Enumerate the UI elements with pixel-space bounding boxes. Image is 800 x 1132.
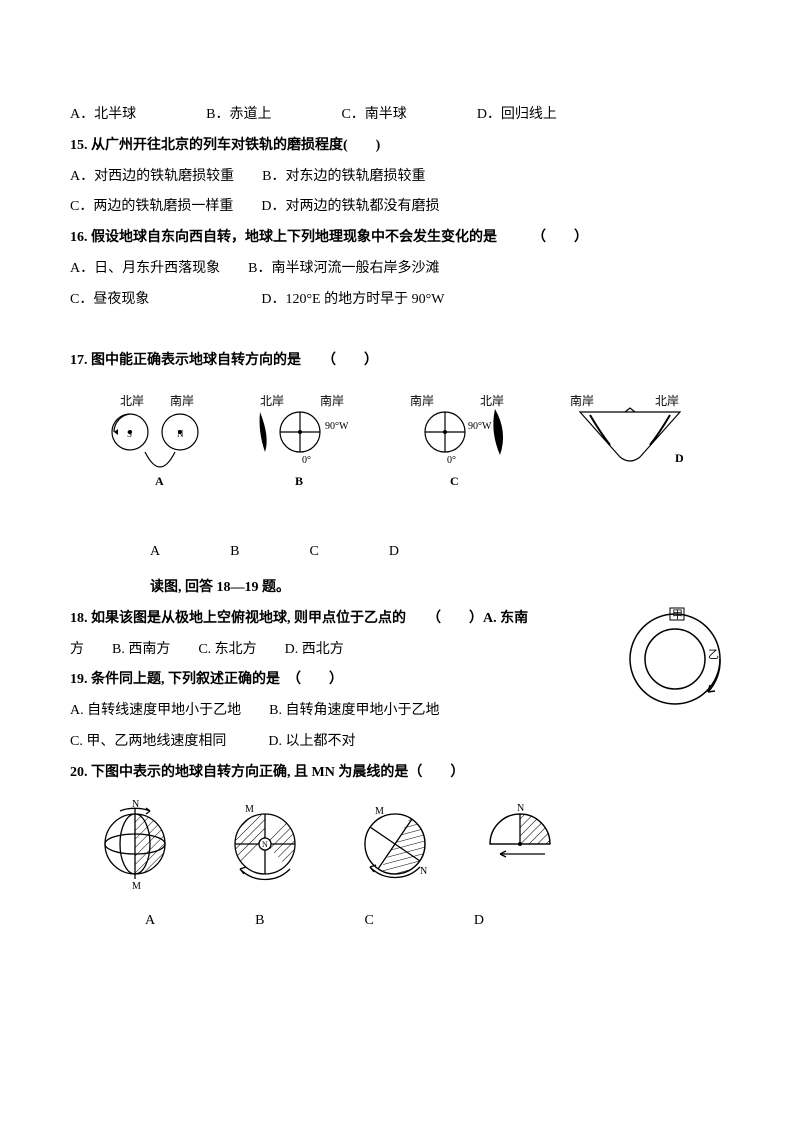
svg-text:甲: 甲 <box>672 609 683 621</box>
q15-opts-ab: A．对西边的铁轨磨损较重 B．对东边的铁轨磨损较重 <box>70 162 730 193</box>
label-sb: 南岸 <box>170 393 194 408</box>
q18-line2: 方 B. 西南方 C. 东北方 D. 西北方 <box>70 635 610 666</box>
svg-text:N: N <box>177 429 184 439</box>
q19-stem: 19. 条件同上题, 下列叙述正确的是 （ ） <box>70 665 610 696</box>
svg-text:南岸: 南岸 <box>410 393 434 408</box>
q17-stem: 17. 图中能正确表示地球自转方向的是 （ ） <box>70 346 730 377</box>
svg-text:M: M <box>245 804 254 815</box>
q17-abcd-row: A B C D <box>150 537 730 568</box>
svg-text:南岸: 南岸 <box>320 393 344 408</box>
svg-text:B: B <box>295 474 303 487</box>
q20-b: B <box>255 906 264 937</box>
svg-text:A: A <box>155 474 164 487</box>
svg-text:M: M <box>132 881 141 889</box>
svg-text:90°W: 90°W <box>325 421 349 432</box>
svg-text:北岸: 北岸 <box>655 394 679 408</box>
svg-text:乙: 乙 <box>708 648 719 661</box>
svg-text:N: N <box>420 866 427 877</box>
label-b: B <box>230 537 239 568</box>
q15-stem: 15. 从广州开往北京的列车对铁轨的磨损程度( ) <box>70 131 730 162</box>
svg-text:0°: 0° <box>447 455 456 466</box>
instruction-18-19: 读图, 回答 18—19 题。 <box>150 573 730 604</box>
opt-d: D．回归线上 <box>477 100 557 131</box>
label-nb: 北岸 <box>120 394 144 408</box>
label-c: C <box>309 537 318 568</box>
q19-opts-cd: C. 甲、乙两地线速度相同 D. 以上都不对 <box>70 727 730 758</box>
q18-stem: 18. 如果该图是从极地上空俯视地球, 则甲点位于乙点的 （ ）A. 东南 <box>70 604 610 635</box>
label-d: D <box>389 537 399 568</box>
q20-stem: 20. 下图中表示的地球自转方向正确, 且 MN 为晨线的是（ ） <box>70 758 730 789</box>
opt-c: C．南半球 <box>341 100 406 131</box>
svg-text:北岸: 北岸 <box>480 394 504 408</box>
opt-b: B．赤道上 <box>206 100 271 131</box>
label-a: A <box>150 537 160 568</box>
svg-text:S: S <box>127 429 132 439</box>
svg-text:N: N <box>262 840 268 849</box>
q14-options: A．北半球 B．赤道上 C．南半球 D．回归线上 <box>70 100 730 131</box>
q18-figure: 甲 乙 <box>620 604 730 727</box>
q17-figure: 北岸 南岸 S N A 北岸 南岸 90°W 0° <box>90 387 730 487</box>
svg-text:0°: 0° <box>302 455 311 466</box>
svg-text:C: C <box>450 474 459 487</box>
svg-text:M: M <box>375 806 384 817</box>
q16-stem: 16. 假设地球自东向西自转，地球上下列地理现象中不会发生变化的是 （ ） <box>70 223 730 254</box>
svg-text:南岸: 南岸 <box>570 393 594 408</box>
q19-opts-ab: A. 自转线速度甲地小于乙地 B. 自转角速度甲地小于乙地 <box>70 696 610 727</box>
q20-labels: A B C D <box>145 906 730 937</box>
svg-text:90°W: 90°W <box>468 421 492 432</box>
q16-opts-cd: C．昼夜现象 D．120°E 的地方时早于 90°W <box>70 285 730 316</box>
q20-c: C <box>364 906 373 937</box>
q20-a: A <box>145 906 155 937</box>
opt-a: A．北半球 <box>70 100 136 131</box>
svg-text:北岸: 北岸 <box>260 394 284 408</box>
svg-text:D: D <box>675 451 684 465</box>
svg-text:N: N <box>517 803 524 814</box>
q20-d: D <box>474 906 484 937</box>
q20-figure: N M N M <box>90 799 730 902</box>
q16-opts-ab: A．日、月东升西落现象 B．南半球河流一般右岸多沙滩 <box>70 254 730 285</box>
q15-opts-cd: C．两边的铁轨磨损一样重 D．对两边的铁轨都没有磨损 <box>70 192 730 223</box>
